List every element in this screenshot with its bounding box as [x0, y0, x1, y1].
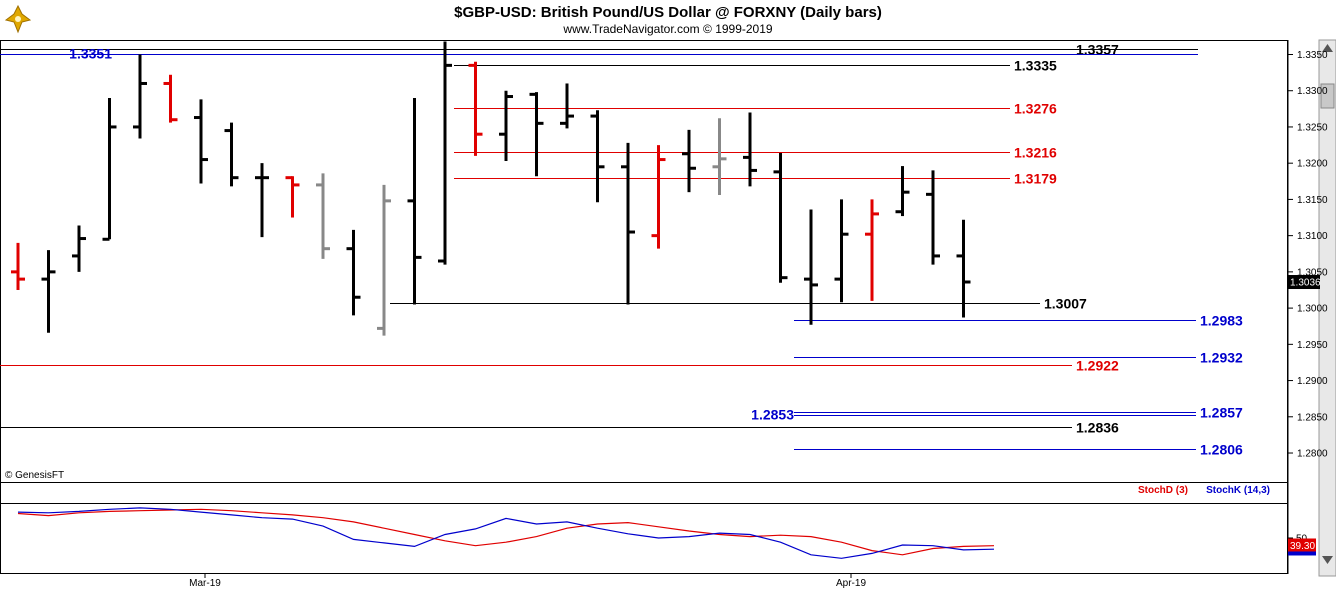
ohlc-bar [590, 110, 605, 203]
ohlc-bar [377, 184, 391, 336]
stochd-line [17, 508, 995, 556]
price-tick-label: 1.3300 [1297, 86, 1328, 97]
ohlc-bar [712, 118, 727, 196]
price-tick-label: 1.2850 [1297, 412, 1328, 423]
ohlc-bar [865, 199, 879, 301]
level-label: 1.3357 [1076, 42, 1119, 58]
level-label: 1.3276 [1014, 101, 1057, 117]
ohlc-bar [834, 199, 849, 303]
vertical-scrollbar[interactable] [1318, 39, 1336, 577]
level-label: 1.2922 [1076, 358, 1119, 374]
ohlc-bar [499, 90, 513, 162]
ohlc-bar [133, 54, 147, 139]
level-label: 1.2806 [1200, 442, 1243, 458]
ohlc-bar [560, 83, 574, 129]
price-tick-label: 1.2900 [1297, 376, 1328, 387]
ohlc-bar [773, 153, 788, 283]
price-tick-label: 1.3200 [1297, 159, 1328, 170]
date-tick-label: Mar-19 [189, 578, 221, 589]
ohlc-bar [194, 99, 208, 184]
ohlc-bar [621, 142, 635, 305]
price-tick-label: 1.3350 [1297, 50, 1328, 61]
ohlc-bar [468, 61, 483, 156]
ohlc-bar [285, 176, 300, 218]
level-label: 1.3007 [1044, 296, 1087, 312]
level-label: 1.3216 [1014, 145, 1057, 161]
price-tick-label: 1.2950 [1297, 340, 1328, 351]
ohlc-bar [11, 242, 25, 290]
price-axis: 1.2800 1.2850 1.2900 1.2950 1.3000 1.3050 1.31… [1288, 50, 1328, 460]
price-tick-label: 1.3100 [1297, 231, 1328, 242]
ohlc-bar [224, 122, 239, 187]
level-label: 1.2836 [1076, 420, 1119, 436]
genesis-logo-icon [4, 3, 32, 34]
stochastic-panel [0, 482, 1288, 574]
price-tick-label: 1.3150 [1297, 195, 1328, 206]
ohlc-bar [346, 229, 361, 316]
stoch-value-badge [1288, 538, 1316, 552]
ohlc-bar [956, 219, 971, 318]
level-label: 1.3179 [1014, 171, 1057, 187]
stochastic-lines: StochD (3) StochK (14,3) [0, 485, 1288, 559]
price-panel [0, 40, 1288, 483]
stoch-value-label: 39.30 [1290, 541, 1315, 552]
ohlc-bar [255, 163, 269, 238]
date-axis: Mar-19 Apr-19 [189, 574, 866, 589]
ohlc-bar [438, 41, 452, 265]
ohlc-bar [163, 74, 178, 123]
ohlc-bar [316, 173, 330, 259]
level-label: 1.2983 [1200, 313, 1243, 329]
ohlc-bar [743, 112, 757, 187]
price-tick-label: 1.2800 [1297, 449, 1328, 460]
price-tick-label: 1.3250 [1297, 122, 1328, 133]
scroll-up-icon[interactable] [1322, 44, 1333, 52]
level-label: 1.2853 [751, 407, 794, 423]
price-tick-label: 1.3000 [1297, 304, 1328, 315]
chart-subtitle: www.TradeNavigator.com © 1999-2019 [562, 22, 772, 36]
ohlc-bar [682, 129, 696, 193]
price-bars [11, 41, 971, 336]
scroll-down-icon[interactable] [1322, 556, 1333, 564]
last-price-label: 1.3036 [1290, 278, 1321, 289]
stoch-legend-label: StochK (14,3) [1206, 485, 1270, 496]
ohlc-bar [895, 166, 910, 217]
level-label: 1.2932 [1200, 350, 1243, 366]
copyright-label: © GenesisFT [5, 470, 64, 481]
ohlc-bar [41, 250, 56, 333]
price-tick-label: 1.3050 [1297, 267, 1328, 278]
stochastic-axis: 5039.30 [1288, 534, 1316, 556]
ohlc-bar [102, 97, 117, 241]
stoch-legend-label: StochD (3) [1138, 485, 1188, 496]
price-levels: 1.3357 1.3351 1.3335 1.3276 1.3216 1.3179 1.30… [0, 42, 1243, 458]
level-label: 1.3335 [1014, 58, 1057, 74]
level-label: 1.3351 [69, 46, 112, 62]
ohlc-bar [72, 225, 86, 272]
ohlc-bar [651, 145, 666, 249]
date-tick-label: Apr-19 [836, 578, 866, 589]
ohlc-bar [529, 92, 544, 177]
ohlc-bar [804, 209, 818, 325]
scroll-thumb[interactable] [1320, 83, 1335, 109]
stochk-line [17, 507, 995, 559]
ohlc-bar [926, 170, 940, 265]
last-price-badge [1288, 275, 1320, 290]
chart-title: $GBP-USD: British Pound/US Dollar @ FORX… [454, 4, 882, 21]
ohlc-bar [407, 97, 422, 305]
level-label: 1.2857 [1200, 405, 1243, 421]
